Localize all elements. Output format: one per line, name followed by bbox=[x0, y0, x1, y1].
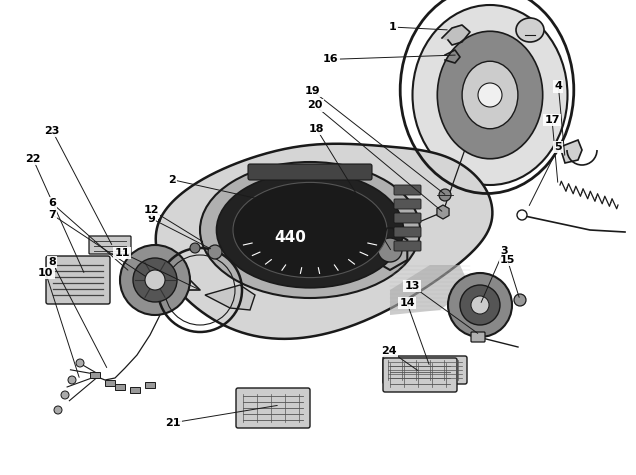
Ellipse shape bbox=[438, 31, 543, 159]
Circle shape bbox=[120, 245, 190, 315]
Circle shape bbox=[517, 210, 527, 220]
Circle shape bbox=[514, 294, 526, 306]
FancyBboxPatch shape bbox=[90, 372, 100, 378]
Text: 6: 6 bbox=[48, 198, 56, 209]
Text: 24: 24 bbox=[382, 345, 397, 356]
FancyBboxPatch shape bbox=[383, 356, 467, 384]
Text: 13: 13 bbox=[404, 281, 420, 291]
Text: 440: 440 bbox=[274, 230, 306, 246]
Text: 22: 22 bbox=[25, 154, 41, 164]
Circle shape bbox=[190, 243, 200, 253]
Text: 9: 9 bbox=[148, 213, 155, 224]
FancyBboxPatch shape bbox=[236, 388, 310, 428]
Polygon shape bbox=[560, 140, 582, 163]
Circle shape bbox=[378, 238, 402, 262]
FancyBboxPatch shape bbox=[115, 384, 125, 390]
Circle shape bbox=[61, 391, 69, 399]
Circle shape bbox=[68, 376, 76, 384]
Circle shape bbox=[208, 245, 222, 259]
Text: 21: 21 bbox=[165, 418, 181, 428]
Text: 14: 14 bbox=[399, 298, 415, 308]
Text: 11: 11 bbox=[114, 247, 130, 258]
FancyBboxPatch shape bbox=[248, 164, 372, 180]
Text: 20: 20 bbox=[307, 100, 322, 111]
Ellipse shape bbox=[413, 5, 567, 185]
Text: 18: 18 bbox=[309, 124, 324, 134]
Text: 17: 17 bbox=[544, 114, 560, 125]
Polygon shape bbox=[156, 144, 492, 339]
FancyBboxPatch shape bbox=[394, 185, 421, 195]
Ellipse shape bbox=[200, 162, 420, 298]
Ellipse shape bbox=[462, 61, 518, 129]
FancyBboxPatch shape bbox=[394, 241, 421, 251]
Polygon shape bbox=[390, 265, 470, 315]
Text: 23: 23 bbox=[45, 125, 60, 136]
Text: 5: 5 bbox=[555, 142, 562, 152]
Text: 16: 16 bbox=[323, 54, 338, 65]
FancyBboxPatch shape bbox=[471, 332, 485, 342]
Text: 7: 7 bbox=[48, 209, 56, 220]
FancyBboxPatch shape bbox=[383, 358, 457, 392]
Text: 1: 1 bbox=[389, 22, 397, 32]
Text: 8: 8 bbox=[48, 257, 56, 267]
Text: 2: 2 bbox=[168, 174, 176, 185]
Circle shape bbox=[145, 270, 165, 290]
Polygon shape bbox=[205, 285, 255, 310]
Circle shape bbox=[448, 273, 512, 337]
Circle shape bbox=[478, 83, 502, 107]
FancyBboxPatch shape bbox=[394, 227, 421, 237]
Circle shape bbox=[54, 406, 62, 414]
FancyBboxPatch shape bbox=[105, 380, 115, 386]
FancyBboxPatch shape bbox=[89, 236, 131, 254]
Ellipse shape bbox=[216, 172, 403, 288]
Ellipse shape bbox=[233, 182, 387, 277]
Text: 15: 15 bbox=[500, 255, 515, 266]
Circle shape bbox=[471, 296, 489, 314]
Circle shape bbox=[76, 359, 84, 367]
FancyBboxPatch shape bbox=[46, 256, 110, 304]
Text: 10: 10 bbox=[38, 268, 53, 278]
Ellipse shape bbox=[516, 18, 544, 42]
FancyBboxPatch shape bbox=[394, 213, 421, 223]
FancyBboxPatch shape bbox=[130, 387, 140, 393]
Text: 4: 4 bbox=[555, 81, 562, 92]
Text: 12: 12 bbox=[144, 205, 159, 215]
Polygon shape bbox=[442, 25, 470, 45]
Circle shape bbox=[460, 285, 500, 325]
Text: 3: 3 bbox=[500, 246, 508, 256]
Circle shape bbox=[439, 189, 451, 201]
FancyBboxPatch shape bbox=[145, 382, 155, 388]
Text: 19: 19 bbox=[305, 86, 321, 96]
Circle shape bbox=[133, 258, 177, 302]
FancyBboxPatch shape bbox=[394, 199, 421, 209]
